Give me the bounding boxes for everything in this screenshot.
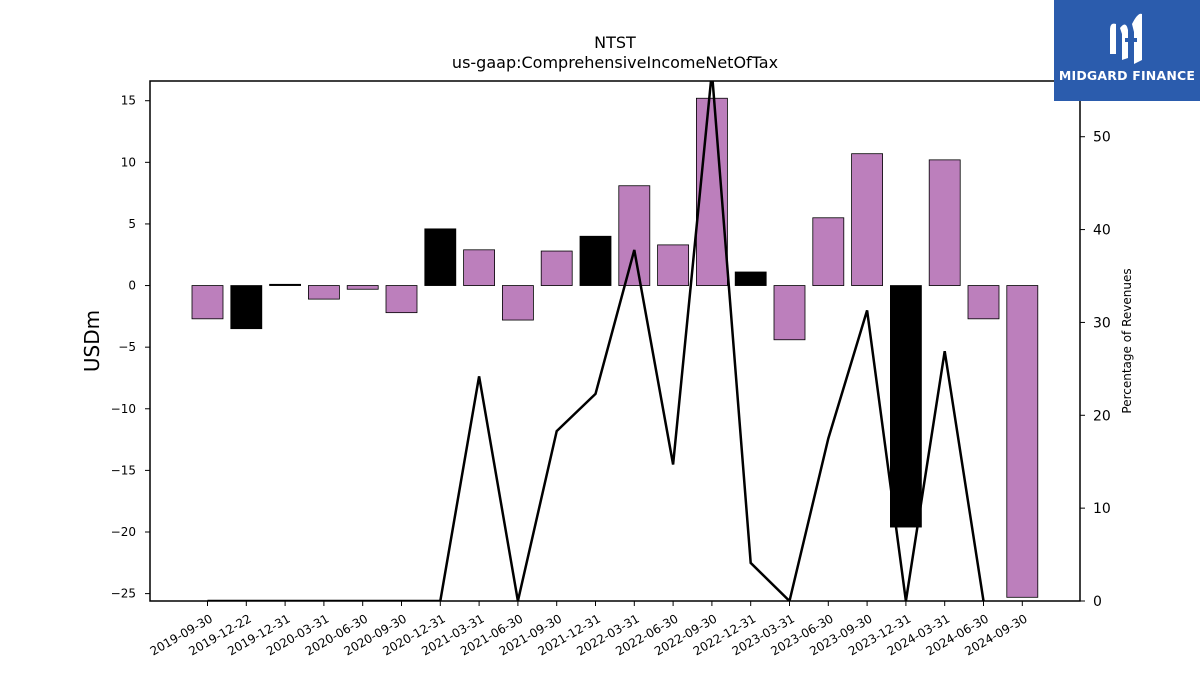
- bar-2019-09-30: [191, 285, 224, 320]
- bars-group: [191, 97, 1039, 598]
- y-tick-label: −5: [118, 340, 136, 354]
- chart-subtitle: us-gaap:ComprehensiveIncomeNetOfTax: [452, 53, 778, 72]
- bar-2019-12-22: [230, 285, 263, 330]
- bar-2024-03-31: [928, 159, 961, 286]
- y-tick-label: 10: [121, 155, 136, 169]
- y-axis-ticks: −25 −20 −15 −10 −5 0 5 10 15: [111, 94, 150, 601]
- series-line: [207, 81, 985, 601]
- bar-2020-06-30: [346, 285, 379, 290]
- bar-2020-09-30: [385, 285, 418, 314]
- y-tick-label: −10: [111, 402, 136, 416]
- bar-2021-03-31: [463, 249, 496, 286]
- bar-2020-12-31: [424, 228, 457, 286]
- plot-frame: [149, 80, 1081, 602]
- bar-2021-12-31: [579, 235, 612, 286]
- bar-2022-12-31: [734, 271, 767, 286]
- bar-2021-09-30: [540, 250, 573, 286]
- x-axis-ticks: 2019-09-302019-12-222019-12-312020-03-31…: [148, 601, 1030, 658]
- y-tick-label: 5: [128, 217, 136, 231]
- bar-2022-06-30: [657, 244, 689, 286]
- y2-tick-label: 40: [1093, 223, 1111, 239]
- bar-2024-06-30: [967, 285, 1000, 320]
- y-tick-label: −25: [111, 587, 136, 601]
- y2-axis-ticks: 0 10 20 30 40 50: [1080, 130, 1111, 610]
- y-tick-label: −20: [111, 525, 136, 539]
- brand-logo: MIDGARD FINANCE: [1054, 0, 1200, 101]
- y2-tick-label: 0: [1093, 594, 1102, 610]
- line-group: [207, 81, 985, 601]
- y-tick-label: −15: [111, 463, 136, 477]
- bar-2023-03-31: [773, 285, 806, 341]
- bar-2023-12-31: [890, 285, 922, 528]
- bar-2024-09-30: [1006, 285, 1039, 598]
- bar-2022-03-31: [618, 185, 651, 286]
- bar-2019-12-31: [269, 283, 302, 286]
- bar-2023-06-30: [812, 217, 845, 286]
- bar-2021-06-30: [501, 285, 534, 321]
- logo-text: MIDGARD FINANCE: [1058, 68, 1196, 83]
- y2-axis-label: Percentage of Revenues: [1120, 268, 1134, 413]
- bar-2020-03-31: [307, 285, 340, 300]
- y-tick-label: 15: [121, 94, 136, 108]
- logo-mark-icon: [1110, 13, 1142, 64]
- y2-tick-label: 10: [1093, 501, 1111, 517]
- chart-title: NTST: [594, 33, 636, 52]
- bar-2023-09-30: [851, 153, 883, 286]
- y2-tick-label: 50: [1093, 130, 1111, 146]
- y2-tick-label: 30: [1093, 315, 1111, 331]
- y-axis-label: USDm: [80, 310, 104, 372]
- y2-tick-label: 20: [1093, 408, 1111, 424]
- y-tick-label: 0: [128, 279, 136, 293]
